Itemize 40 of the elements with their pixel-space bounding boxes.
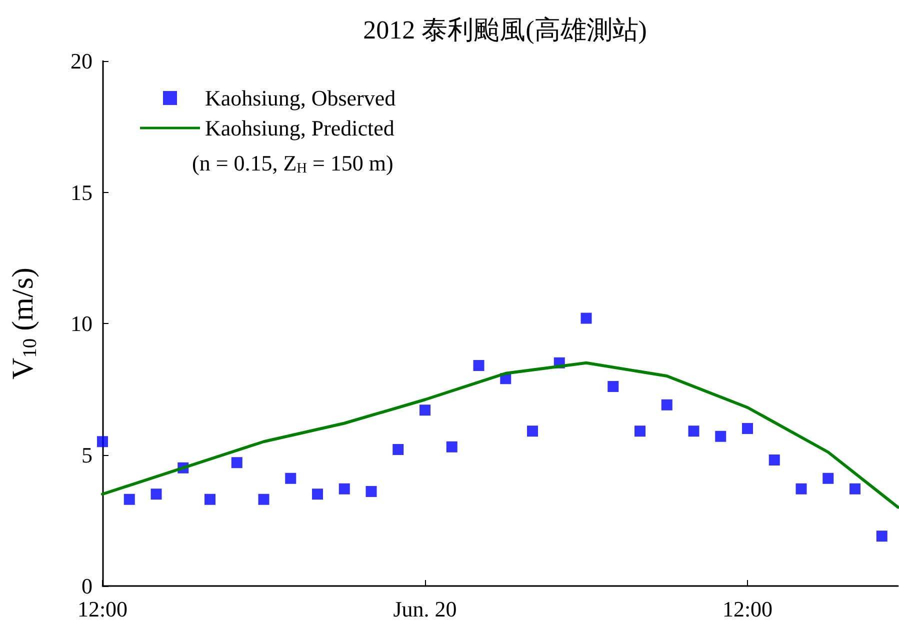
point (796, 483, 807, 494)
y-tick-label: 5 (82, 442, 92, 468)
y-axis-title: V10 (m/s) (6, 268, 41, 380)
point (876, 530, 888, 542)
point (850, 483, 860, 494)
point (204, 494, 216, 505)
point (258, 494, 270, 505)
point (124, 494, 135, 505)
point (634, 426, 646, 437)
point (231, 457, 242, 468)
point (473, 360, 484, 371)
point (97, 436, 108, 448)
legend-label: Kaohsiung, Observed (205, 86, 396, 110)
point (661, 399, 672, 410)
point (608, 381, 619, 392)
point (715, 430, 726, 442)
point (312, 488, 323, 500)
y-tick-label: 0 (82, 574, 92, 598)
point (580, 312, 592, 324)
y-tick-label: 20 (70, 48, 92, 74)
y-tick-label: 15 (70, 180, 92, 205)
point (150, 488, 162, 500)
point (392, 444, 404, 455)
point (742, 423, 753, 434)
line-series (101, 361, 899, 509)
point (768, 454, 780, 466)
point (420, 404, 430, 416)
point (822, 472, 834, 484)
point (688, 426, 700, 437)
point (338, 483, 350, 494)
point (446, 441, 458, 452)
x-tick-label: 12:00 (77, 596, 128, 622)
point (366, 486, 377, 497)
x-tick-label: 12:00 (722, 596, 773, 622)
chart-title: 2012 泰利颱風(高雄測站) (363, 16, 647, 44)
point (285, 472, 296, 484)
legend-label: Kaohsiung, Predicted (205, 116, 394, 140)
y-tick-label: 10 (70, 311, 92, 336)
x-tick-label: Jun. 20 (393, 596, 457, 622)
point (527, 426, 538, 437)
